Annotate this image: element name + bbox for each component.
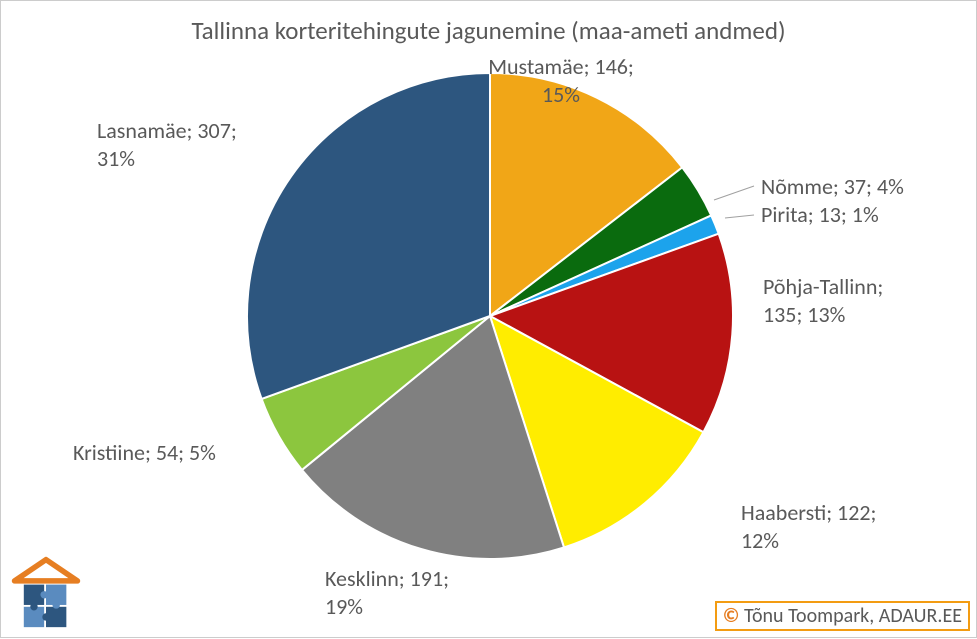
chart-title: Tallinna korteritehingute jagunemine (ma…: [1, 15, 976, 46]
slice-label-p-hja-tallinn: Põhja-Tallinn;135; 13%: [763, 273, 883, 328]
slice-label-lasnam-e: Lasnamäe; 307;31%: [97, 117, 237, 172]
slice-label-mustam-e: Mustamäe; 146;15%: [488, 53, 634, 108]
brand-logo: [9, 555, 83, 629]
attribution-text: Tõnu Toompark, ADAUR.EE: [744, 604, 962, 628]
attribution-badge: © Tõnu Toompark, ADAUR.EE: [715, 601, 970, 631]
slice-label-pirita: Pirita; 13; 1%: [761, 201, 879, 229]
slice-label-kristiine: Kristiine; 54; 5%: [73, 439, 216, 467]
pie-chart: [247, 73, 733, 559]
slice-label-kesklinn: Kesklinn; 191;19%: [325, 565, 449, 620]
chart-container: Tallinna korteritehingute jagunemine (ma…: [0, 0, 977, 638]
slice-label-n-mme: Nõmme; 37; 4%: [761, 173, 904, 201]
pie-svg: [247, 73, 733, 559]
copyright-symbol: ©: [723, 604, 740, 628]
slice-label-haabersti: Haabersti; 122;12%: [741, 499, 876, 554]
